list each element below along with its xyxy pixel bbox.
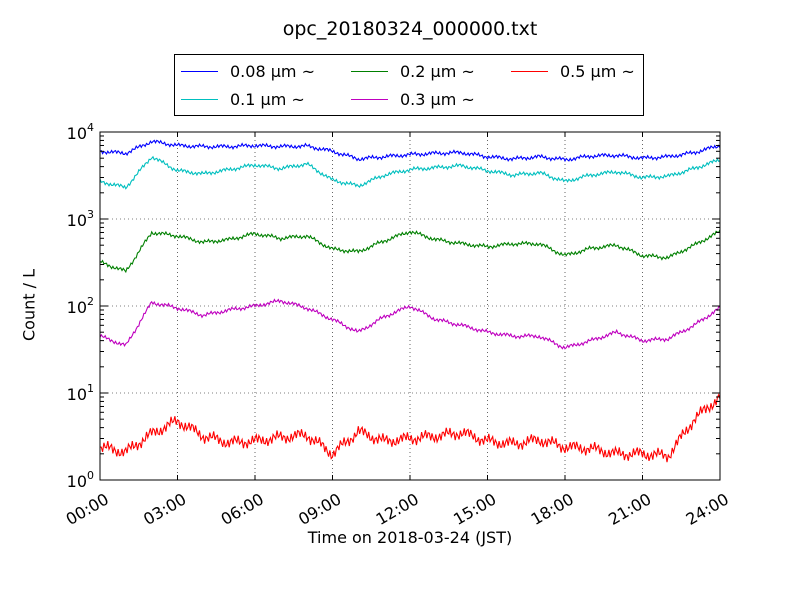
x-tick-label: 21:00 (605, 489, 654, 529)
legend-label: 0.5 μm ~ (560, 61, 635, 81)
grid-lines (100, 132, 720, 480)
legend-item-0-3um: 0.3 μm ~ (351, 89, 475, 109)
series-lines (99, 139, 721, 463)
y-tick-label: 103 (67, 208, 94, 230)
y-tick-labels: 100 101 102 103 104 (67, 121, 94, 491)
legend-label: 0.2 μm ~ (400, 61, 475, 81)
x-tick-label: 18:00 (528, 489, 577, 529)
legend: 0.08 μm ~ 0.2 μm ~ 0.5 μm ~ 0.1 μm ~ 0.3… (174, 54, 644, 116)
series-line (99, 298, 721, 350)
legend-swatch (181, 70, 218, 72)
axis-ticks (99, 131, 721, 481)
legend-label: 0.1 μm ~ (230, 89, 305, 109)
x-tick-label: 06:00 (218, 489, 267, 529)
x-tick-label: 12:00 (373, 489, 422, 529)
series-line (99, 155, 721, 190)
series-line (99, 139, 721, 163)
chart-title: opc_20180324_000000.txt (282, 18, 538, 40)
x-tick-labels: 00:00 03:00 06:00 09:00 12:00 15:00 18:00 21:00… (63, 489, 732, 529)
legend-item-0-08um: 0.08 μm ~ (181, 61, 315, 81)
x-tick-label: 24:00 (683, 489, 732, 529)
series-line (99, 229, 721, 274)
legend-swatch (351, 98, 388, 100)
legend-label: 0.08 μm ~ (230, 61, 315, 81)
x-axis-label: Time on 2018-03-24 (JST) (307, 528, 513, 547)
y-tick-label: 102 (67, 295, 94, 317)
y-tick-label: 104 (67, 121, 94, 143)
legend-item-0-1um: 0.1 μm ~ (181, 89, 305, 109)
legend-item-0-5um: 0.5 μm ~ (511, 61, 635, 81)
legend-label: 0.3 μm ~ (400, 89, 475, 109)
legend-swatch (511, 70, 548, 72)
x-tick-label: 15:00 (450, 489, 499, 529)
legend-swatch (351, 70, 388, 72)
y-tick-label: 100 (67, 469, 94, 491)
y-axis-label: Count / L (19, 269, 39, 341)
legend-item-0-2um: 0.2 μm ~ (351, 61, 475, 81)
x-tick-label: 03:00 (140, 489, 189, 529)
x-tick-label: 00:00 (63, 489, 112, 529)
series-line (99, 393, 721, 463)
x-tick-label: 09:00 (295, 489, 344, 529)
y-tick-label: 101 (67, 382, 94, 404)
legend-swatch (181, 98, 218, 100)
